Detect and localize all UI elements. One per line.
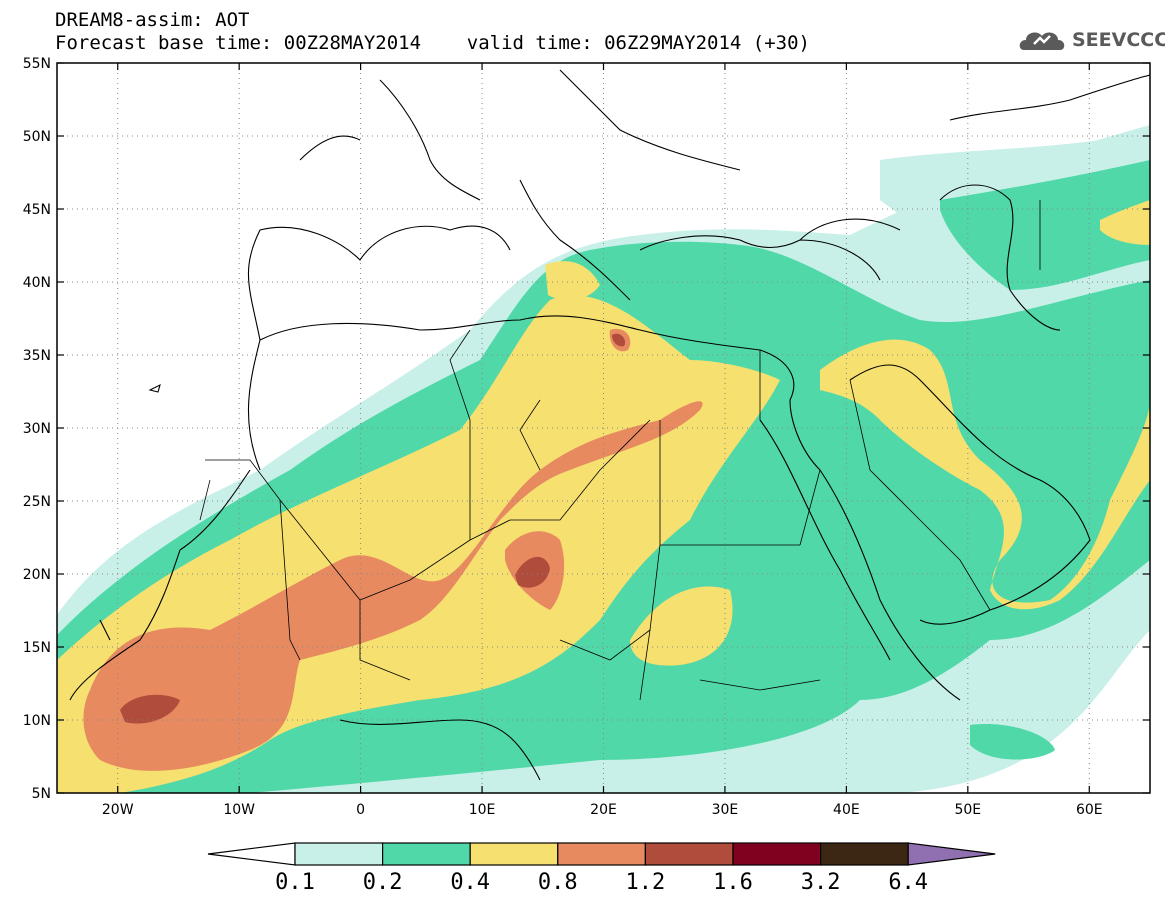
lon-tick-label: 10W: [223, 802, 255, 818]
colorbar-label: 1.2: [626, 870, 666, 895]
forecast-time-subtitle: Forecast base time: 00Z28MAY2014 valid t…: [55, 32, 810, 54]
lat-tick-label: 40N: [23, 275, 51, 291]
latitude-axis: 5N 10N 15N 20N 25N 30N 35N 40N 45N 50N 55N: [23, 56, 1150, 802]
lat-tick-label: 55N: [23, 56, 51, 72]
colorbar-swatch: [819, 842, 909, 866]
colorbar-label: 1.6: [713, 870, 753, 895]
colorbar-over-arrow: [907, 842, 996, 866]
colorbar-under-arrow: [207, 842, 296, 866]
longitude-axis: 20W 10W 0 10E 20E 30E 40E 50E 60E: [102, 63, 1103, 818]
colorbar-label: 0.2: [363, 870, 403, 895]
colorbar-swatch: [557, 842, 646, 866]
lat-tick-label: 15N: [23, 640, 51, 656]
cloud-icon: [1019, 32, 1065, 50]
colorbar-swatch: [294, 842, 384, 866]
lon-tick-label: 50E: [954, 802, 981, 818]
lat-tick-label: 25N: [23, 494, 51, 510]
seevccc-logo: SEEVCCC: [1072, 29, 1165, 51]
colorbar-swatch: [469, 842, 559, 866]
colorbar-swatch: [732, 842, 822, 866]
lon-tick-label: 30E: [712, 802, 739, 818]
colorbar-label: 0.1: [275, 870, 315, 895]
colorbar-swatch: [644, 842, 734, 866]
lat-tick-label: 20N: [23, 567, 51, 583]
lon-tick-label: 40E: [833, 802, 860, 818]
lat-tick-label: 45N: [23, 202, 51, 218]
lat-tick-label: 5N: [32, 786, 51, 802]
lon-tick-label: 20W: [102, 802, 134, 818]
lon-tick-label: 20E: [590, 802, 617, 818]
colorbar-label: 0.8: [538, 870, 578, 895]
colorbar-swatch: [382, 842, 471, 866]
map-gridlines: [57, 63, 1150, 793]
lat-tick-label: 35N: [23, 348, 51, 364]
colorbar-label: 6.4: [888, 870, 928, 895]
colorbar-label: 3.2: [801, 870, 841, 895]
lat-tick-label: 10N: [23, 713, 51, 729]
map-title: DREAM8-assim: AOT: [55, 9, 250, 31]
lat-tick-label: 30N: [23, 421, 51, 437]
lat-tick-label: 50N: [23, 129, 51, 145]
lon-tick-label: 60E: [1076, 802, 1103, 818]
lon-tick-label: 0: [356, 802, 365, 818]
colorbar: 0.1 0.2 0.4 0.8 1.2 1.6 3.2 6.4: [207, 842, 996, 895]
colorbar-label: 0.4: [450, 870, 490, 895]
lon-tick-label: 10E: [469, 802, 496, 818]
country-borders: [199, 200, 1041, 701]
